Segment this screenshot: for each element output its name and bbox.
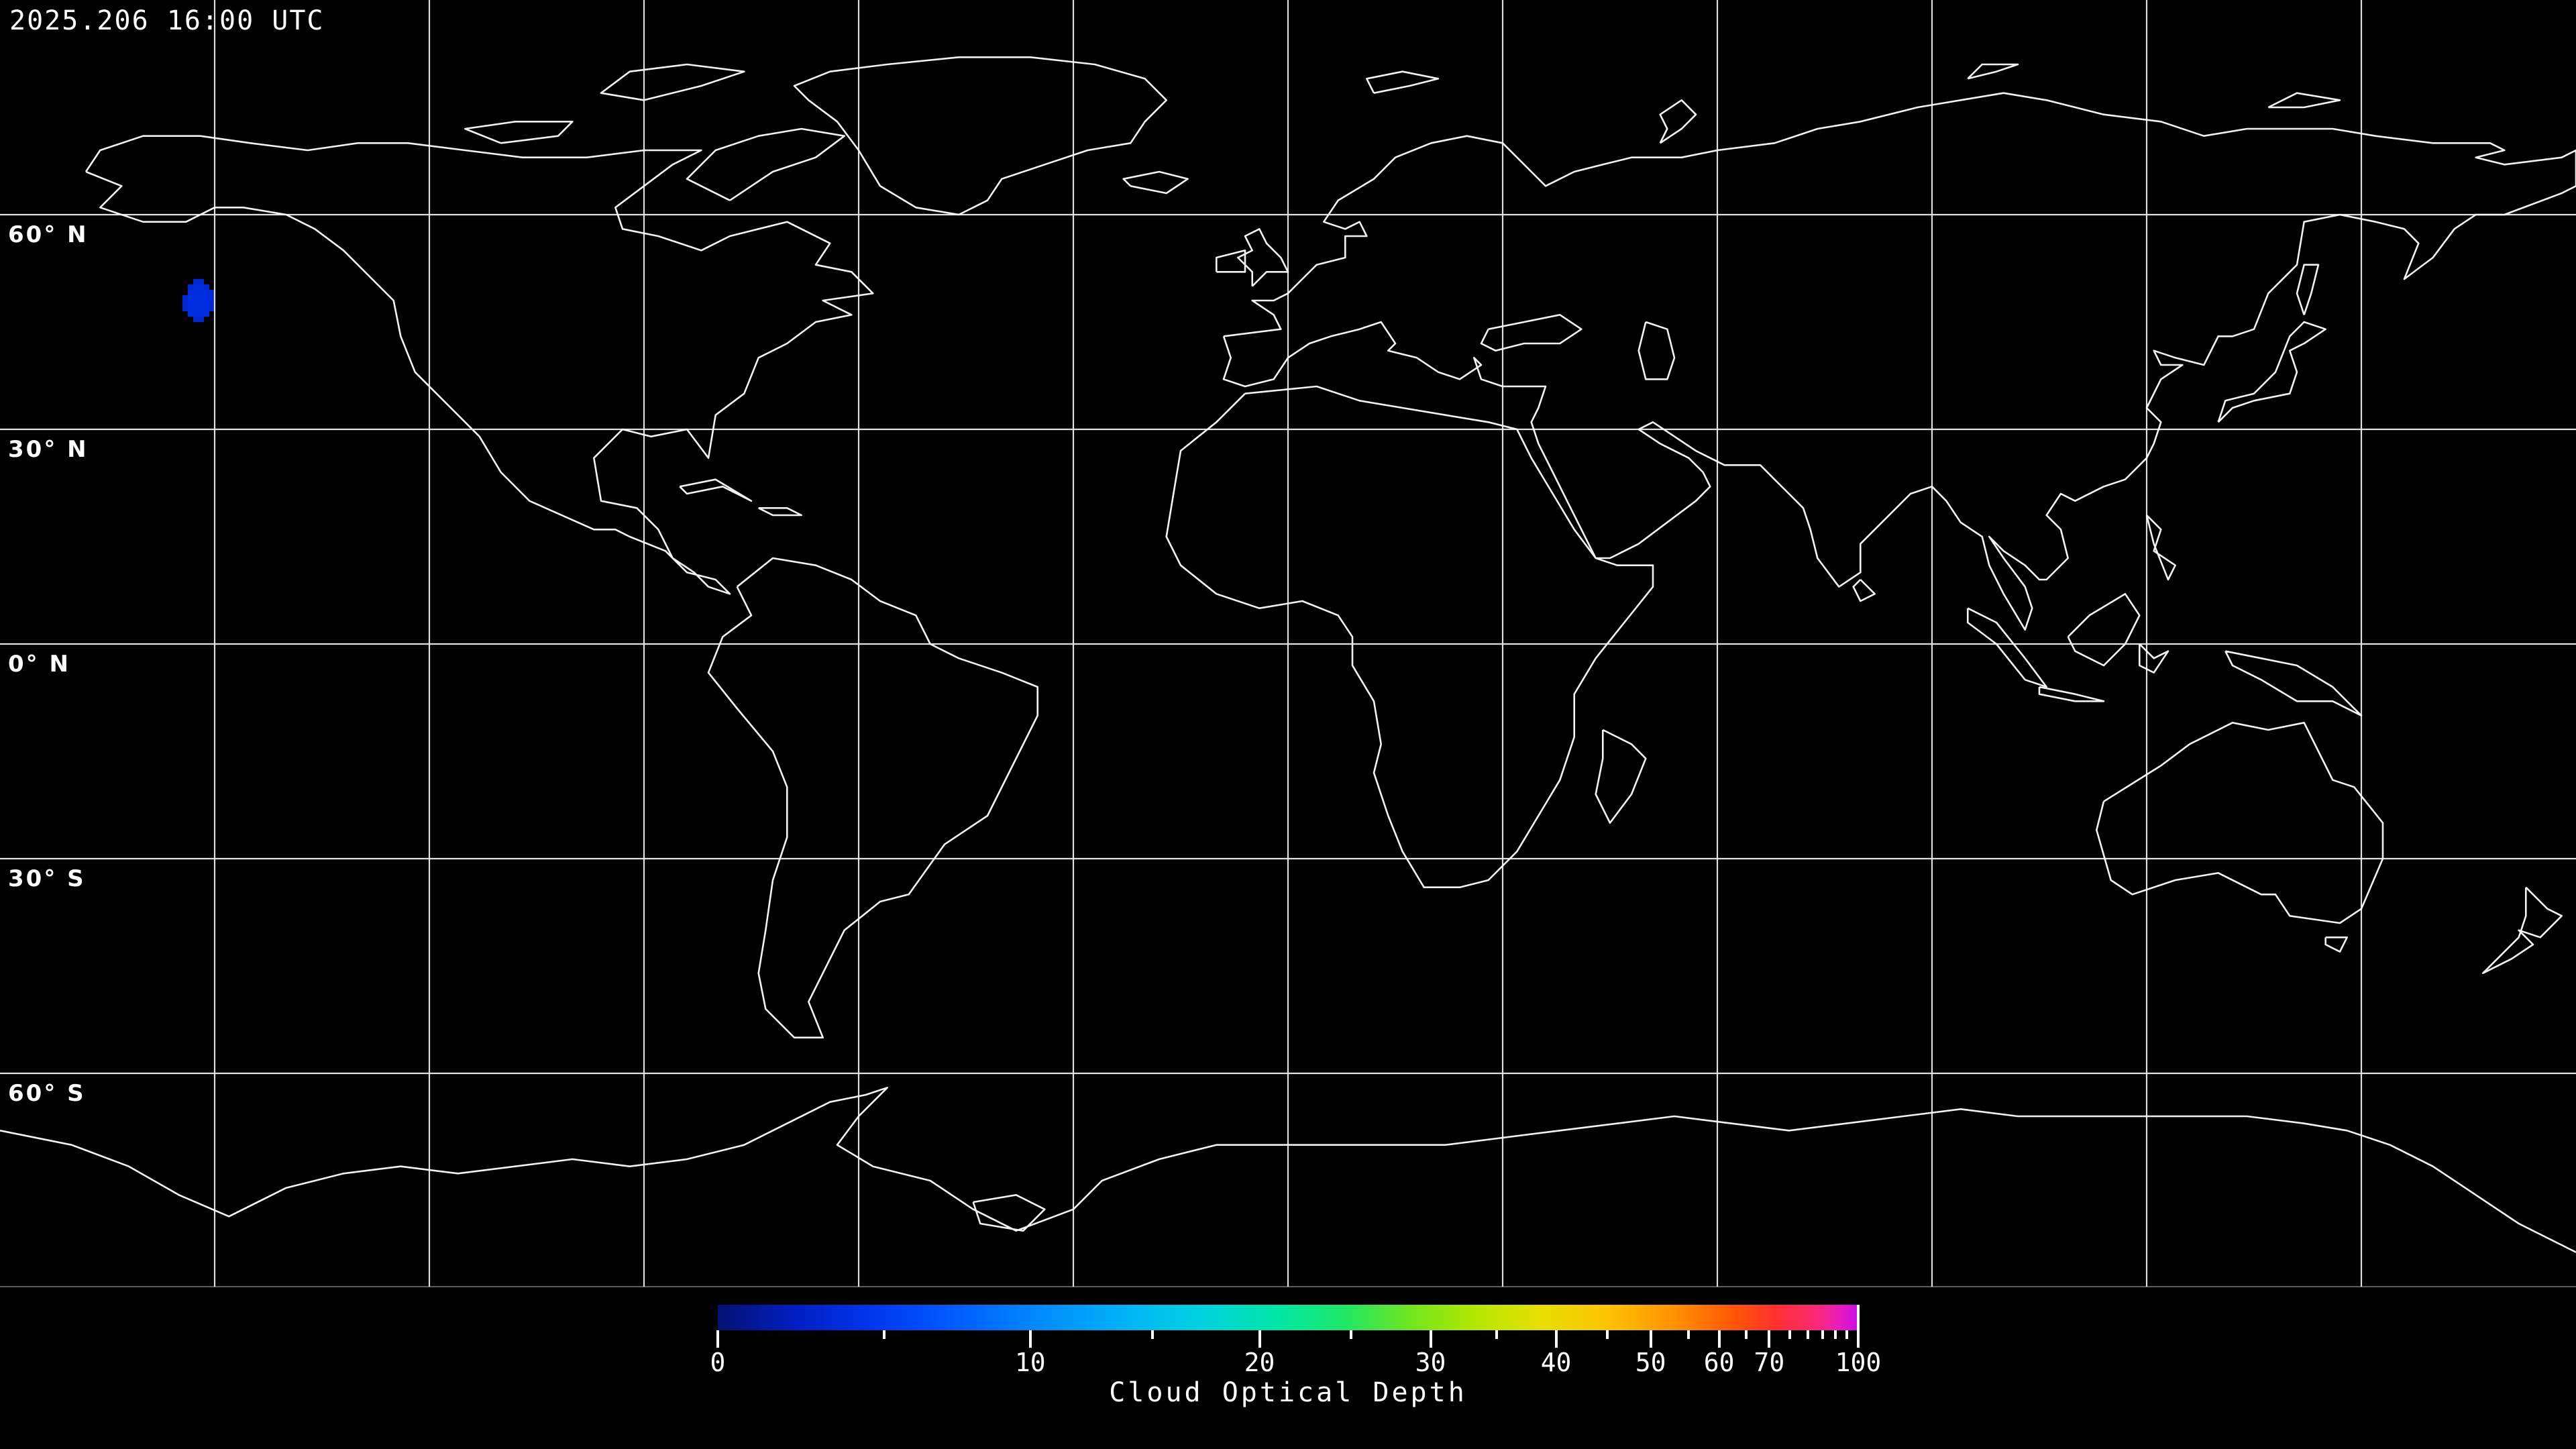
colorbar-tick [1845, 1330, 1848, 1339]
latitude-label-30n: 30° N [8, 436, 89, 463]
colorbar-title: Cloud Optical Depth [1109, 1377, 1467, 1408]
colorbar-tick [1717, 1330, 1721, 1348]
colorbar: 0 10 20 30 40 50 60 70 100 Cloud Optical Depth [710, 1305, 1881, 1419]
colorbar-tick [1857, 1330, 1860, 1348]
colorbar-tick-label: 40 [1540, 1348, 1572, 1377]
map-overlay [0, 0, 2576, 1287]
colorbar-tick [1686, 1330, 1690, 1339]
colorbar-tick [1150, 1330, 1154, 1339]
colorbar-tick [1788, 1330, 1791, 1339]
colorbar-tick [1028, 1330, 1032, 1348]
latitude-label-0n: 0° N [8, 651, 70, 678]
timestamp-label: 2025.206 16:00 UTC [9, 5, 325, 36]
colorbar-tick [883, 1330, 886, 1339]
colorbar-tick-label: 50 [1635, 1348, 1666, 1377]
colorbar-gradient [718, 1305, 1858, 1330]
colorbar-tick [1606, 1330, 1609, 1339]
colorbar-tick-label: 30 [1415, 1348, 1446, 1377]
colorbar-tick-label: 10 [1014, 1348, 1046, 1377]
coastlines [0, 56, 2576, 1253]
colorbar-tick [1649, 1330, 1652, 1348]
colorbar-tick [1349, 1330, 1352, 1339]
colorbar-tick [1258, 1330, 1261, 1348]
colorbar-tick [1768, 1330, 1771, 1348]
colorbar-tick [1834, 1330, 1837, 1339]
coastline-path [0, 56, 2576, 1253]
colorbar-end-line [1857, 1305, 1860, 1348]
colorbar-tick [1807, 1330, 1810, 1339]
colorbar-tick [1554, 1330, 1558, 1348]
colorbar-tick [1429, 1330, 1432, 1348]
colorbar-tick [1745, 1330, 1748, 1339]
latitude-label-60s: 60° S [8, 1080, 86, 1107]
colorbar-tick [1821, 1330, 1825, 1339]
colorbar-tick [1495, 1330, 1499, 1339]
colorbar-tick-label: 60 [1703, 1348, 1735, 1377]
graticule-lines [0, 0, 2576, 1287]
latitude-label-30s: 30° S [8, 865, 86, 892]
latitude-label-60n: 60° N [8, 221, 89, 248]
colorbar-tick-label: 70 [1754, 1348, 1785, 1377]
colorbar-tick-label: 0 [710, 1348, 726, 1377]
colorbar-tick-label: 20 [1244, 1348, 1275, 1377]
colorbar-tick [716, 1330, 719, 1348]
colorbar-tick-label: 100 [1835, 1348, 1882, 1377]
